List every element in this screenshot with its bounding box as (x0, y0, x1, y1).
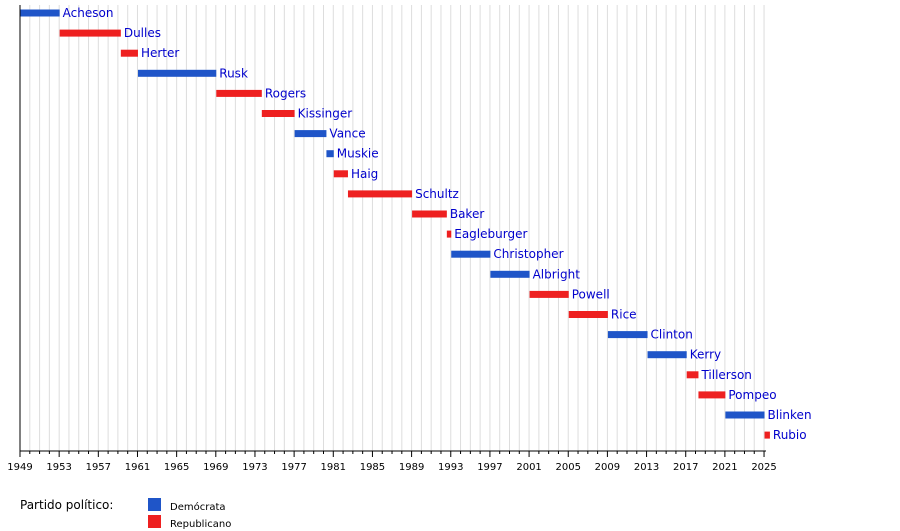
x-tick-label: 1965 (164, 462, 189, 473)
x-tick-label: 1985 (360, 462, 385, 473)
term-bar (59, 29, 121, 37)
legend-swatch-republican (148, 515, 161, 528)
term-bar (120, 49, 138, 57)
grid-lines (19, 5, 765, 451)
legend-label-democrat: Demócrata (170, 501, 226, 513)
x-tick-label: 1949 (7, 462, 32, 473)
term-bar (725, 411, 765, 419)
term-label: Herter (141, 46, 179, 60)
term-bar (261, 110, 295, 117)
x-axis-ticks: 1949 1953 1957 1961 1965 1969 1973 1977 1981 1985… (7, 451, 777, 473)
term-bar (647, 351, 687, 359)
legend-title: Partido político: (20, 498, 113, 512)
x-tick-label: 2017 (673, 462, 698, 473)
x-tick-label: 1993 (438, 462, 463, 473)
x-tick-label: 1973 (242, 462, 267, 473)
x-tick-label: 1953 (46, 462, 71, 473)
term-bar (333, 170, 348, 178)
term-bar (529, 290, 569, 298)
x-tick-label: 1961 (125, 462, 150, 473)
term-label: Kerry (690, 348, 721, 362)
term-bar (686, 371, 699, 379)
term-bar (698, 391, 726, 399)
term-bars: Acheson Dulles Herter Rusk Rogers Kissinger Va… (20, 6, 812, 442)
term-label: Rogers (265, 86, 306, 100)
x-tick-label: 1981 (321, 462, 346, 473)
term-label: Baker (450, 207, 484, 221)
term-bar (412, 210, 447, 218)
term-bar (568, 311, 608, 318)
term-label: Haig (351, 167, 378, 181)
term-label: Eagleburger (454, 227, 527, 241)
term-bar (20, 9, 60, 17)
term-label: Tillerson (700, 368, 751, 382)
term-label: Acheson (63, 6, 114, 20)
term-label: Powell (572, 287, 610, 301)
term-bar (347, 190, 413, 198)
term-bar (451, 250, 491, 258)
term-bar (326, 150, 334, 158)
x-tick-label: 1977 (281, 462, 306, 473)
x-tick-label: 2005 (556, 462, 581, 473)
term-label: Albright (533, 267, 581, 281)
x-tick-label: 2009 (595, 462, 620, 473)
term-label: Rice (611, 308, 637, 322)
term-label: Rusk (219, 66, 248, 80)
x-tick-label: 1969 (203, 462, 228, 473)
term-label: Schultz (415, 187, 459, 201)
legend-swatch-democrat (148, 498, 161, 511)
x-tick-label: 2021 (712, 462, 737, 473)
term-label: Clinton (651, 328, 693, 342)
x-tick-label: 1997 (477, 462, 502, 473)
term-bar (137, 69, 217, 77)
term-bar (764, 431, 770, 439)
x-tick-label: 1989 (399, 462, 424, 473)
x-tick-label: 2013 (634, 462, 659, 473)
term-bar (294, 130, 327, 138)
term-label: Kissinger (298, 107, 353, 121)
x-tick-label: 2025 (751, 462, 776, 473)
term-label: Pompeo (728, 388, 776, 402)
term-label: Vance (329, 127, 365, 141)
term-bar (490, 270, 530, 278)
term-label: Muskie (337, 147, 379, 161)
term-label: Rubio (773, 428, 807, 442)
term-label: Blinken (768, 408, 812, 422)
term-bar (607, 331, 648, 339)
x-tick-label: 1957 (86, 462, 111, 473)
term-bar (446, 230, 452, 238)
term-label: Dulles (124, 26, 161, 40)
legend: Partido político: Demócrata Republicano (20, 498, 231, 530)
term-label: Christopher (493, 247, 563, 261)
x-tick-label: 2001 (516, 462, 541, 473)
legend-label-republican: Republicano (170, 519, 231, 530)
term-bar (216, 89, 262, 97)
